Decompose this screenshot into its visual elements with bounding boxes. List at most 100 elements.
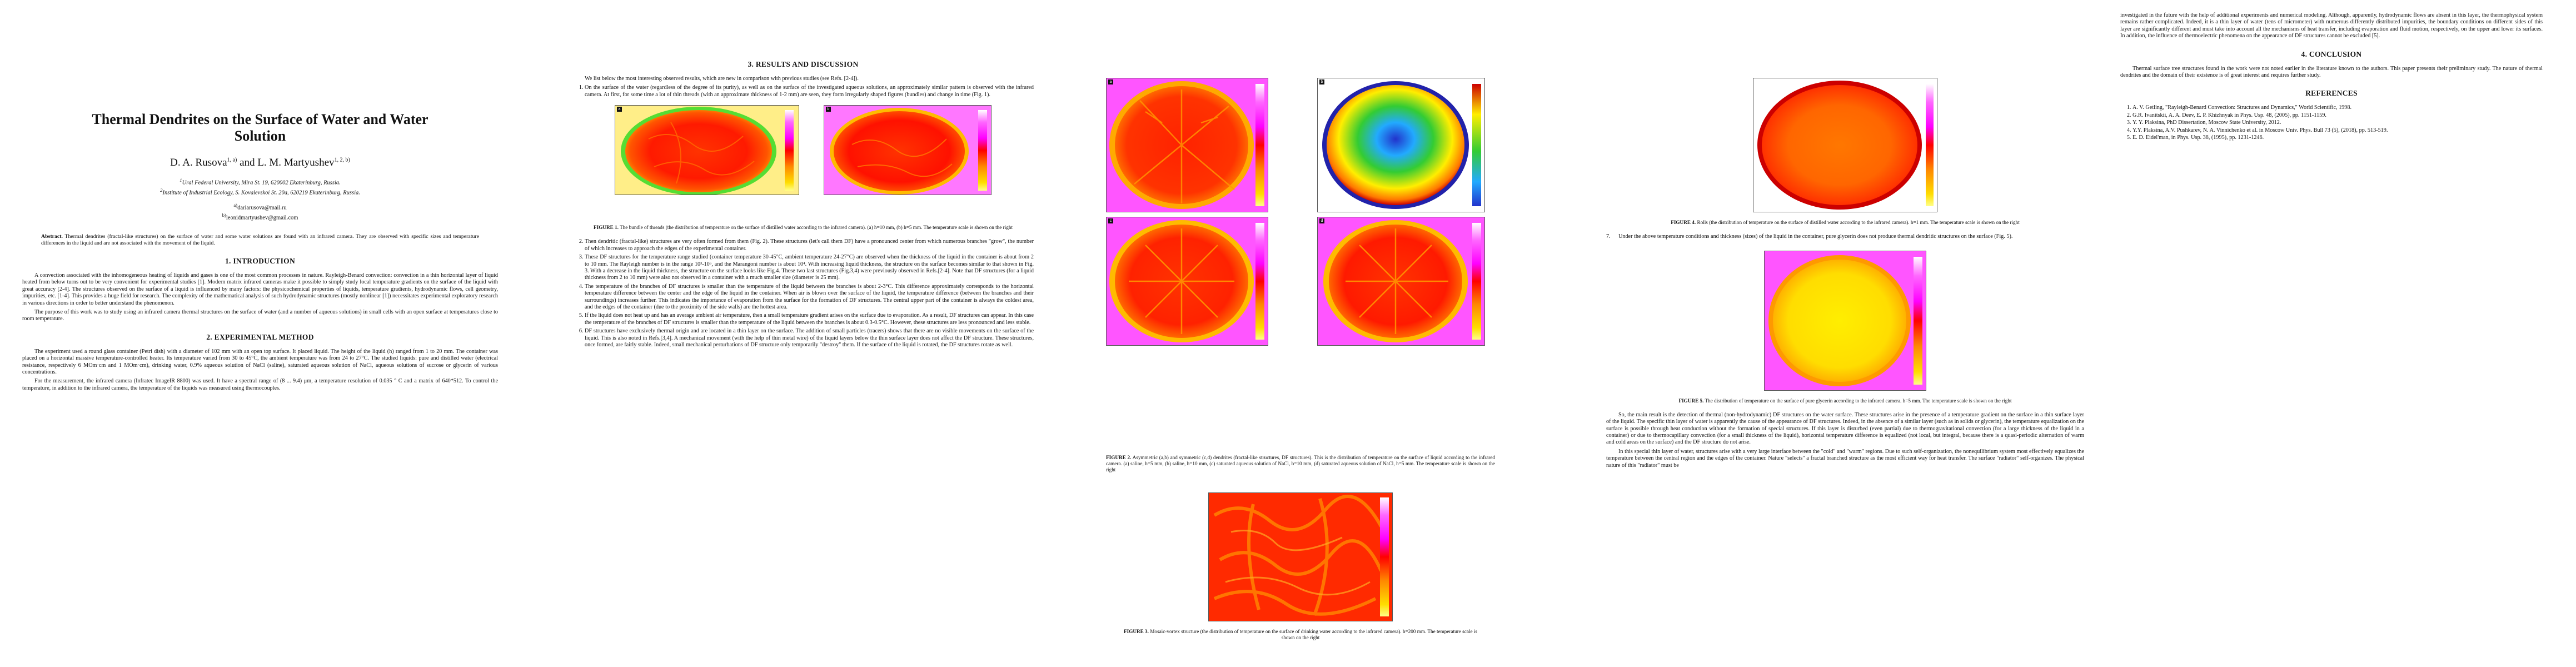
reference-4: Y.Y. Plaksina, A.V. Pushkarev, N. A. Vin… <box>2132 127 2543 134</box>
figure-2c-label: c <box>1108 218 1113 223</box>
figure-2d: d <box>1317 217 1485 349</box>
method-paragraph-1: The experiment used a round glass contai… <box>22 348 498 376</box>
author-1: D. A. Rusova <box>170 157 227 168</box>
figure-5-thermogram <box>1764 250 1926 391</box>
discussion-paragraph-3: investigated in the future with the help… <box>2120 12 2543 39</box>
reference-3: Y. Y. Plaksina, PhD Dissertation, Moscow… <box>2132 120 2543 126</box>
figure-4-caption-label: FIGURE 4. <box>1671 220 1696 225</box>
results-item-3: These DF structures for the temperature … <box>585 254 1034 282</box>
affiliation-2-text: Institute of Industrial Ecology, S. Kova… <box>162 190 360 196</box>
affiliations: 1Ural Federal University, Mira St. 19, 6… <box>22 177 498 196</box>
discussion-paragraph-2: In this special thin layer of water, str… <box>1606 448 2084 469</box>
figure-2b: b <box>1317 78 1485 215</box>
figure-4-image <box>1753 78 1937 215</box>
affiliation-1-text: Ural Federal University, Mira St. 19, 62… <box>182 180 341 186</box>
figure-4-thermogram <box>1753 78 1937 212</box>
figure-1a-label: a <box>617 107 622 112</box>
figure-1b-thermogram <box>824 105 991 196</box>
figure-1-caption: FIGURE 1. The bundle of threads (the dis… <box>584 225 1023 231</box>
page-5-column: investigated in the future with the help… <box>2120 12 2543 142</box>
figure-1-caption-text: The bundle of threads (the distribution … <box>620 225 1013 231</box>
page-4-column: FIGURE 4. Rolls (the distribution of tem… <box>1606 78 2084 471</box>
results-item-1: On the surface of the water (regardless … <box>585 84 1034 98</box>
figure-1-caption-label: FIGURE 1. <box>594 225 619 231</box>
figure-2a-thermogram <box>1106 78 1268 212</box>
email-a: a)dariarusova@mail.ru <box>22 202 498 212</box>
section-results-discussion: 3. RESULTS AND DISCUSSION <box>748 60 859 68</box>
reference-5: E. D. Eidel'man, in Phys. Usp. 38, (1995… <box>2132 135 2543 141</box>
method-paragraph-2: For the measurement, the infrared camera… <box>22 378 498 391</box>
email-a-text: dariarusova@mail.ru <box>237 205 287 211</box>
results-item-2: Then dendritic (fractal-like) structures… <box>585 238 1034 252</box>
figure-3-caption-label: FIGURE 3. <box>1124 628 1149 634</box>
results-item-7: Under the above temperature conditions a… <box>1618 233 2013 240</box>
figure-3-caption-text: Mosaic-vortex structure (the distributio… <box>1150 628 1477 640</box>
affiliation-1: 1Ural Federal University, Mira St. 19, 6… <box>22 177 498 187</box>
results-list-part-1: On the surface of the water (regardless … <box>572 84 1034 98</box>
results-list-part-3: 7. Under the above temperature condition… <box>1606 233 2084 240</box>
figure-1a-thermogram <box>615 105 799 196</box>
email-a-superscript: a) <box>233 202 238 208</box>
section-references: REFERENCES <box>2305 89 2358 98</box>
figure-3 <box>1106 492 1495 624</box>
figure-2d-label: d <box>1319 218 1324 223</box>
email-b: b)leonidmartyushev@gmail.com <box>22 212 498 222</box>
author-list: D. A. Rusova1, a) and L. M. Martyushev1,… <box>22 157 498 169</box>
abstract: Abstract. Thermal dendrites (fractal-lik… <box>22 233 498 247</box>
results-list-part-2: Then dendritic (fractal-like) structures… <box>572 238 1034 349</box>
figure-2d-thermogram <box>1317 217 1485 346</box>
figure-1a: a <box>615 105 799 198</box>
figure-5-image <box>1764 250 1926 394</box>
intro-paragraph-1: A convection associated with the inhomog… <box>22 272 498 306</box>
email-b-superscript: b) <box>222 212 226 218</box>
reference-2: G.R. Ivanitskii, A. A. Deev, E. P. Khizh… <box>2132 112 2543 119</box>
figure-1: a b <box>572 105 1034 198</box>
figure-2a-label: a <box>1108 79 1113 84</box>
figure-1b-label: b <box>826 107 831 112</box>
paper-title: Thermal Dendrites on the Surface of Wate… <box>92 111 428 144</box>
discussion-paragraph-1: So, the main result is the detection of … <box>1606 411 2084 446</box>
figure-2b-label: b <box>1319 79 1324 84</box>
figure-5-caption-text: The distribution of temperature on the s… <box>1705 397 2012 404</box>
affiliation-2-superscript: 2 <box>160 187 163 193</box>
figure-2-caption: FIGURE 2. Asymmetric (a,b) and symmetric… <box>1106 455 1495 474</box>
section-introduction: 1. INTRODUCTION <box>225 257 295 265</box>
figure-2-caption-text: Asymmetric (a,b) and symmetric (c,d) den… <box>1106 455 1495 473</box>
author-2: and L. M. Martyushev <box>240 157 335 168</box>
email-list: a)dariarusova@mail.ru b)leonidmartyushev… <box>22 202 498 221</box>
figure-4 <box>1606 78 2084 215</box>
figure-3-caption: FIGURE 3. Mosaic-vortex structure (the d… <box>1117 629 1484 641</box>
reference-1: A. V. Getling, "Rayleigh-Benard Convecti… <box>2132 104 2543 111</box>
figure-5-caption-label: FIGURE 5. <box>1678 397 1704 404</box>
figure-2a: a <box>1106 78 1268 215</box>
figure-3-thermogram <box>1208 492 1393 621</box>
abstract-label: Abstract. <box>41 233 63 240</box>
author-1-superscript: 1, a) <box>227 157 237 163</box>
page-2-column: 3. RESULTS AND DISCUSSION We list below … <box>572 60 1034 351</box>
section-conclusion: 4. CONCLUSION <box>2301 49 2362 58</box>
figure-5-caption: FIGURE 5. The distribution of temperatur… <box>1617 398 2073 404</box>
results-item-7-number: 7. <box>1606 233 1611 240</box>
figure-1b: b <box>824 105 991 198</box>
affiliation-2: 2Institute of Industrial Ecology, S. Kov… <box>22 187 498 197</box>
results-intro: We list below the most interesting obser… <box>585 76 859 82</box>
figure-2c: c <box>1106 217 1268 349</box>
figure-2-caption-label: FIGURE 2. <box>1106 455 1132 460</box>
figure-2: a b <box>1106 78 1495 422</box>
results-item-4: The temperature of the branches of DF st… <box>585 283 1034 311</box>
page-1 <box>0 0 181 667</box>
affiliation-1-superscript: 1 <box>180 177 182 183</box>
figure-4-caption-text: Rolls (the distribution of temperature o… <box>1697 220 2020 225</box>
results-item-5: If the liquid does not heat up and has a… <box>585 312 1034 326</box>
abstract-text: Thermal dendrites (fractal-like structur… <box>41 233 479 246</box>
results-item-6: DF structures have exclusively thermal o… <box>585 328 1034 349</box>
figure-3-image <box>1208 492 1393 624</box>
page-3-column: a b <box>1106 78 1495 649</box>
section-experimental-method: 2. EXPERIMENTAL METHOD <box>206 332 314 341</box>
figure-4-caption: FIGURE 4. Rolls (the distribution of tem… <box>1617 220 2073 226</box>
conclusion-paragraph: Thermal surface tree structures found in… <box>2120 65 2543 79</box>
author-2-superscript: 1, 2, b) <box>334 157 350 163</box>
figure-2c-thermogram <box>1106 217 1268 346</box>
reference-list: A. V. Getling, "Rayleigh-Benard Convecti… <box>2120 104 2543 141</box>
intro-paragraph-2: The purpose of this work was to study us… <box>22 309 498 322</box>
